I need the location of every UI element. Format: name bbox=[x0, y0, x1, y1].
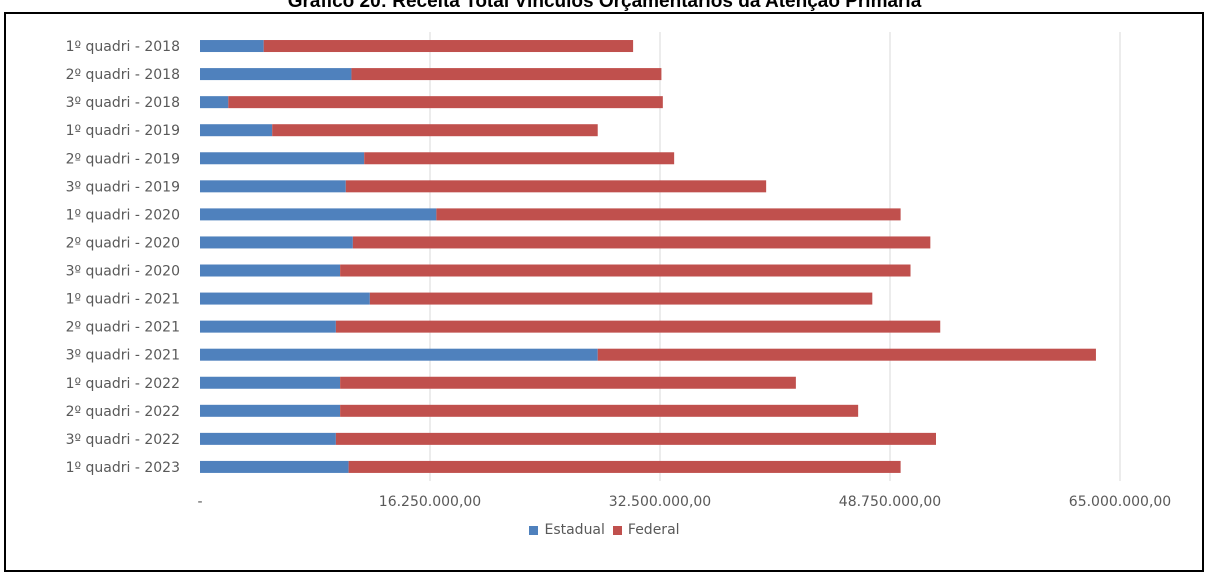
category-label: 1º quadri - 2023 bbox=[66, 460, 180, 476]
category-label: 1º quadri - 2022 bbox=[66, 376, 180, 392]
bar-federal bbox=[597, 348, 1096, 361]
bar-federal bbox=[345, 180, 767, 193]
bar-estadual bbox=[200, 96, 229, 109]
legend-item-federal: Federal bbox=[612, 522, 680, 538]
category-label: 3º quadri - 2022 bbox=[66, 432, 180, 448]
bar-estadual bbox=[200, 348, 598, 361]
category-label: 1º quadri - 2019 bbox=[66, 123, 180, 139]
chart-title: Gráfico 20: Receita Total Vínculos Orçam… bbox=[287, 0, 922, 12]
bar-federal bbox=[340, 264, 911, 277]
bar-federal bbox=[351, 68, 662, 81]
legend-label: Estadual bbox=[544, 522, 605, 538]
bar-estadual bbox=[200, 236, 353, 249]
x-tick-label: 16.250.000,00 bbox=[379, 494, 481, 510]
category-label: 1º quadri - 2020 bbox=[66, 207, 180, 223]
bar-estadual bbox=[200, 432, 336, 445]
category-label: 2º quadri - 2021 bbox=[66, 320, 180, 336]
bar-federal bbox=[436, 208, 901, 221]
bar-federal bbox=[263, 40, 634, 53]
bar-federal bbox=[340, 376, 796, 389]
legend-item-estadual: Estadual bbox=[529, 522, 605, 538]
bar-federal bbox=[352, 236, 931, 249]
bar-estadual bbox=[200, 208, 437, 221]
bar-estadual bbox=[200, 124, 273, 137]
x-tick-label: 65.000.000,00 bbox=[1069, 494, 1171, 510]
bar-estadual bbox=[200, 404, 341, 417]
x-tick-label: - bbox=[197, 494, 202, 510]
x-tick-label: 48.750.000,00 bbox=[839, 494, 941, 510]
category-label: 2º quadri - 2019 bbox=[66, 151, 180, 167]
category-label: 3º quadri - 2019 bbox=[66, 179, 180, 195]
bar-estadual bbox=[200, 460, 349, 473]
bar-chart: - 16.250.000,00 32.500.000,00 48.750.000,00… bbox=[66, 32, 1171, 510]
bar-federal bbox=[272, 124, 598, 137]
category-label: 1º quadri - 2018 bbox=[66, 39, 180, 55]
bar-federal bbox=[335, 432, 936, 445]
bar-estadual bbox=[200, 40, 264, 53]
category-label: 2º quadri - 2018 bbox=[66, 67, 180, 83]
category-label: 1º quadri - 2021 bbox=[66, 292, 180, 308]
bar-federal bbox=[335, 320, 941, 333]
category-label: 3º quadri - 2021 bbox=[66, 348, 180, 364]
bar-federal bbox=[364, 152, 675, 165]
bar-federal bbox=[340, 404, 859, 417]
category-label: 2º quadri - 2020 bbox=[66, 235, 180, 251]
bar-estadual bbox=[200, 376, 341, 389]
legend-swatch bbox=[529, 525, 539, 535]
category-label: 3º quadri - 2020 bbox=[66, 264, 180, 280]
x-tick-label: 32.500.000,00 bbox=[609, 494, 711, 510]
chart-legend: Estadual Federal bbox=[0, 522, 1209, 539]
bar-estadual bbox=[200, 68, 352, 81]
legend-swatch bbox=[612, 525, 622, 535]
bar-federal bbox=[369, 292, 873, 305]
bar-federal bbox=[228, 96, 663, 109]
bar-estadual bbox=[200, 180, 346, 193]
bar-estadual bbox=[200, 320, 336, 333]
bar-estadual bbox=[200, 264, 341, 277]
legend-label: Federal bbox=[627, 522, 680, 538]
category-label: 2º quadri - 2022 bbox=[66, 404, 180, 420]
bar-estadual bbox=[200, 292, 370, 305]
bar-federal bbox=[348, 460, 901, 473]
bar-estadual bbox=[200, 152, 365, 165]
category-label: 3º quadri - 2018 bbox=[66, 95, 180, 111]
